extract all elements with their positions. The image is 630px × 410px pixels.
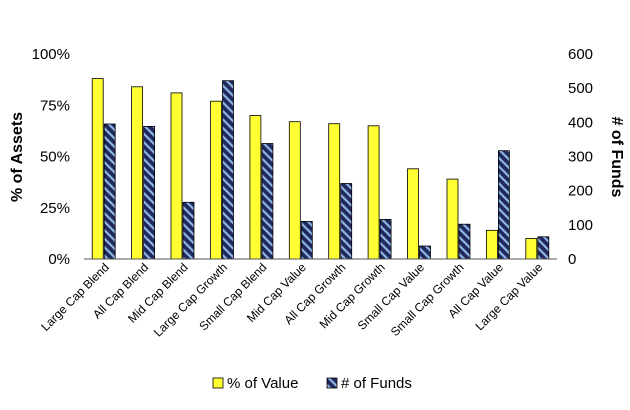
legend: % of Value # of Funds xyxy=(212,375,412,392)
category-label: Large Cap Blend xyxy=(38,260,112,334)
left-tick-label: 50% xyxy=(40,149,70,166)
category-label: Large Cap Value xyxy=(472,260,545,333)
bars xyxy=(91,78,550,260)
bar-fund-count xyxy=(379,218,392,260)
bar-fund-count xyxy=(497,150,510,260)
bar-percent-value xyxy=(249,115,262,260)
left-tick-label: 100% xyxy=(32,46,70,63)
right-tick-label: 600 xyxy=(568,46,593,63)
legend-label-value: % of Value xyxy=(227,375,298,392)
left-tick-label: 0% xyxy=(48,251,70,268)
bar-fund-count xyxy=(143,126,156,260)
y-axis-title-left: % of Assets xyxy=(9,112,26,202)
bar-fund-count xyxy=(222,80,234,260)
bar-percent-value xyxy=(210,100,222,260)
bar-fund-count xyxy=(458,223,471,260)
bar-fund-count xyxy=(537,236,550,260)
right-tick-label: 200 xyxy=(568,183,593,200)
right-axis-ticks: 0 100 200 300 400 500 600 xyxy=(568,46,593,268)
left-tick-label: 75% xyxy=(40,97,70,114)
legend-label-funds: # of Funds xyxy=(341,375,412,392)
right-tick-label: 0 xyxy=(568,251,576,268)
bar-fund-count xyxy=(103,123,116,260)
bar-percent-value xyxy=(485,229,498,260)
legend-swatch-value xyxy=(212,377,224,389)
bar-fund-count xyxy=(182,201,195,260)
right-tick-label: 300 xyxy=(568,149,593,166)
category-label: Small Cap Value xyxy=(355,260,428,333)
bar-fund-count xyxy=(419,245,431,260)
left-axis-ticks: 0% 25% 50% 75% 100% xyxy=(32,46,70,268)
bar-percent-value xyxy=(328,123,341,260)
y-axis-title-right: # of Funds xyxy=(608,117,625,198)
bar-fund-count xyxy=(340,183,353,260)
bar-percent-value xyxy=(170,92,183,260)
bar-percent-value xyxy=(131,86,144,260)
bar-fund-count xyxy=(261,143,274,260)
right-tick-label: 100 xyxy=(568,217,593,234)
category-label: Small Cap Growth xyxy=(388,260,467,339)
left-tick-label: 25% xyxy=(40,200,70,217)
bar-percent-value xyxy=(407,168,419,260)
bar-fund-count xyxy=(300,220,313,260)
bar-percent-value xyxy=(288,121,301,260)
right-tick-label: 400 xyxy=(568,114,593,131)
bar-percent-value xyxy=(91,78,104,260)
bar-percent-value xyxy=(367,125,380,260)
bar-percent-value xyxy=(446,178,459,260)
category-label: Large Cap Growth xyxy=(151,260,230,339)
legend-swatch-funds xyxy=(326,377,338,389)
right-tick-label: 500 xyxy=(568,80,593,97)
category-label: Small Cap Blend xyxy=(196,260,269,333)
bar-percent-value xyxy=(525,238,538,260)
